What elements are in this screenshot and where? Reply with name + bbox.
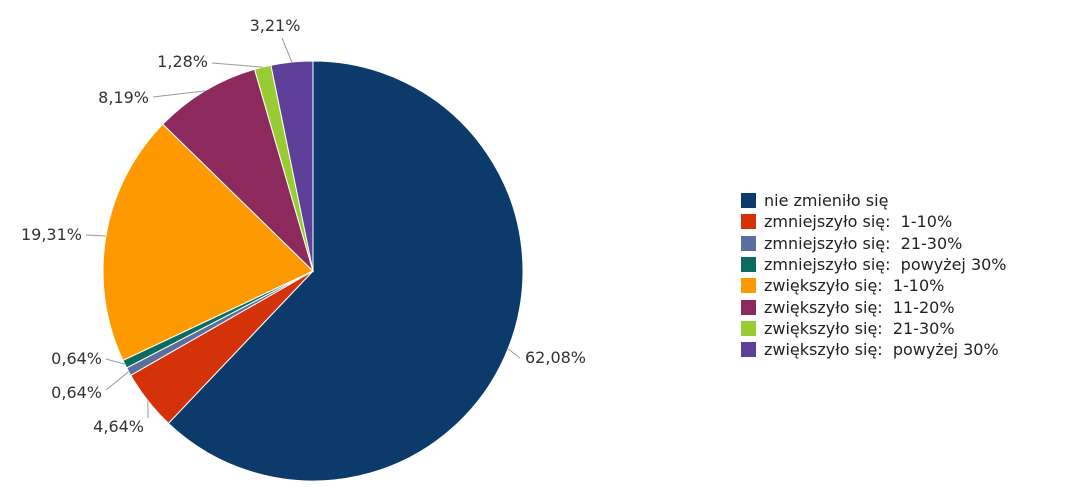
pie-data-labels: 62,08% 4,64% 0,64% 0,64% 19,31% 8,19% 1,28% 3,2…	[21, 16, 586, 436]
legend-label: zwiększyło się: powyżej 30%	[764, 340, 999, 360]
legend-swatch	[741, 235, 756, 251]
legend-swatch	[741, 278, 756, 294]
legend-swatch	[741, 320, 756, 336]
legend-item: zwiększyło się: 21-30%	[741, 318, 1007, 339]
pie-leader-line	[105, 371, 129, 391]
pie-data-label: 62,08%	[525, 348, 586, 367]
pie-leader-line	[507, 348, 521, 359]
pie-leader-line	[281, 37, 293, 63]
pie-data-label: 0,64%	[51, 349, 102, 368]
legend-label: zmniejszyło się: powyżej 30%	[764, 255, 1007, 275]
legend-label: zwiększyło się: 11-20%	[764, 297, 955, 317]
legend-item: zmniejszyło się: 1-10%	[741, 211, 1007, 232]
legend-item: zwiększyło się: powyżej 30%	[741, 339, 1007, 360]
legend-item: zwiększyło się: 1-10%	[741, 275, 1007, 296]
pie-data-label: 4,64%	[93, 417, 144, 436]
pie-data-label: 0,64%	[51, 383, 102, 402]
pie-leader-line	[152, 90, 206, 98]
pie-leader-line	[105, 358, 125, 365]
legend-item: zmniejszyło się: 21-30%	[741, 233, 1007, 254]
chart-legend: nie zmieniło się zmniejszyło się: 1-10% zm…	[741, 190, 1007, 360]
legend-label: zmniejszyło się: 21-30%	[764, 233, 963, 253]
pie-slice	[162, 68, 315, 273]
legend-label: zmniejszyło się: 1-10%	[764, 212, 953, 232]
pie-leader-line	[85, 234, 106, 237]
legend-item: nie zmieniło się	[741, 190, 1007, 211]
pie-data-label: 19,31%	[21, 225, 82, 244]
pie-slices	[102, 60, 524, 482]
legend-label: zwiększyło się: 1-10%	[764, 276, 945, 296]
pie-data-label: 8,19%	[98, 88, 149, 107]
legend-swatch	[741, 193, 756, 209]
legend-item: zmniejszyło się: powyżej 30%	[741, 254, 1007, 275]
pie-data-label: 3,21%	[250, 16, 301, 35]
legend-swatch	[741, 342, 756, 358]
legend-label: zwiększyło się: 21-30%	[764, 318, 955, 338]
legend-label: nie zmieniło się	[764, 191, 889, 211]
legend-swatch	[741, 299, 756, 315]
pie-leader-lines	[85, 37, 521, 419]
legend-swatch	[741, 214, 756, 230]
pie-data-label: 1,28%	[157, 52, 208, 71]
legend-item: zwiększyło się: 11-20%	[741, 296, 1007, 317]
pie-leader-line	[211, 62, 263, 68]
legend-swatch	[741, 257, 756, 273]
